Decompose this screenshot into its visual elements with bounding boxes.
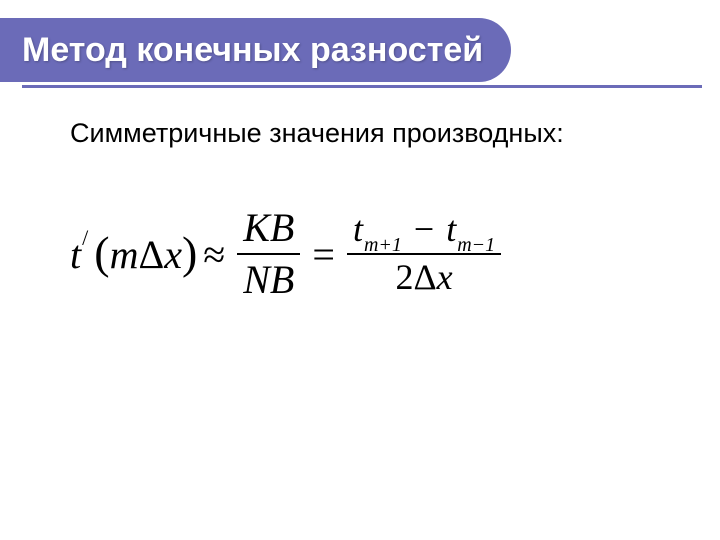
- eq-frac2-den: 2Δx: [389, 257, 458, 299]
- eq-frac1-num: KB: [237, 205, 300, 251]
- eq-close-paren: ): [182, 226, 197, 279]
- eq-t2-base: t: [446, 211, 456, 249]
- eq-t-mplus1: t m+1: [353, 211, 402, 249]
- eq-arg-delta: Δ: [138, 231, 164, 278]
- eq-num-minus: −: [411, 209, 437, 249]
- eq-equals: =: [306, 231, 341, 278]
- eq-func-t: t: [70, 231, 81, 278]
- eq-frac-kb-nb: KB NB: [237, 205, 300, 303]
- eq-den-delta: Δ: [413, 257, 436, 297]
- slide: Метод конечных разностей Симметричные зн…: [0, 0, 720, 540]
- eq-open-paren: (: [94, 226, 109, 279]
- eq-t1-sub: m+1: [364, 235, 402, 256]
- eq-frac-rhs: t m+1 − t m−1 2Δx: [347, 209, 501, 299]
- eq-arg-m: m: [110, 231, 139, 278]
- eq-t-mminus1: t m−1: [446, 211, 495, 249]
- body-text: Симметричные значения производных:: [70, 118, 564, 149]
- eq-lhs: t / ( m Δ x ): [70, 228, 197, 281]
- eq-prime: /: [82, 225, 88, 251]
- eq-approx: ≈: [197, 231, 231, 278]
- eq-den-x: x: [437, 257, 453, 297]
- eq-frac2-num: t m+1 − t m−1: [347, 209, 501, 251]
- equation: t / ( m Δ x ) ≈ KB NB = t m+1 −: [70, 205, 507, 303]
- eq-den-2: 2: [395, 257, 413, 297]
- eq-frac1-bar: [237, 253, 300, 255]
- title-underline: [22, 85, 702, 88]
- eq-t1-base: t: [353, 211, 363, 249]
- slide-title: Метод конечных разностей: [22, 31, 483, 70]
- eq-t2-sub: m−1: [457, 235, 495, 256]
- eq-frac1-den: NB: [237, 257, 300, 303]
- title-pill: Метод конечных разностей: [0, 18, 511, 82]
- eq-arg-x: x: [164, 231, 182, 278]
